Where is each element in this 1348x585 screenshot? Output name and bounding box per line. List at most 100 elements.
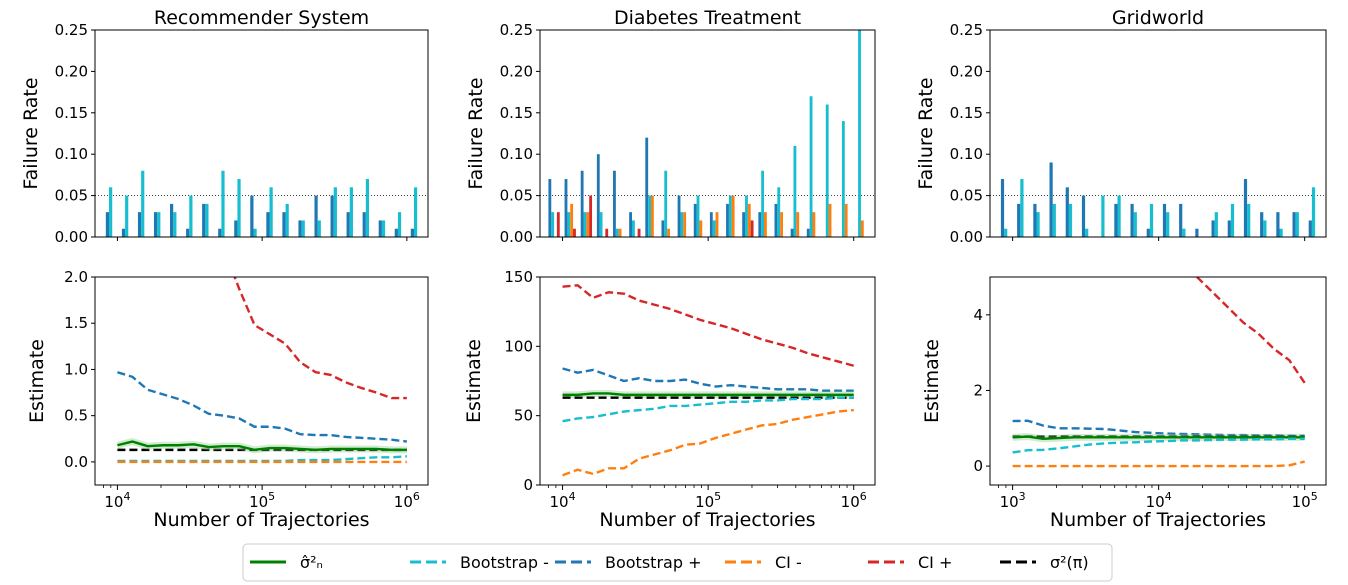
series-line-sigma-hat [1012, 435, 1305, 441]
bar-bootstrap-minus [141, 170, 145, 237]
series-line-ci-plus [562, 284, 855, 367]
bar-bootstrap-plus [1000, 179, 1005, 237]
bar-bootstrap-plus [742, 212, 746, 237]
bar-bootstrap-minus [809, 96, 813, 238]
y-axis-label: Failure Rate [465, 77, 487, 189]
bar-bootstrap-minus [253, 228, 257, 237]
y-axis-label: Estimate [463, 339, 485, 423]
bar-bootstrap-plus [1276, 212, 1280, 237]
x-tick-label: 106 [394, 490, 420, 511]
x-tick-label: 106 [841, 490, 867, 511]
bar-bootstrap-minus [583, 212, 587, 237]
bar-bootstrap-plus [709, 212, 713, 237]
bar-bootstrap-minus [365, 179, 370, 237]
series-line-bootstrap-minus [562, 396, 854, 423]
bar-bootstrap-minus [1311, 187, 1316, 237]
y-tick-label: 0.25 [500, 21, 533, 39]
bar-bootstrap-plus [362, 212, 366, 237]
bar-ci-minus [586, 212, 590, 237]
bar-ci-plus [750, 220, 754, 237]
series-group [1012, 277, 1306, 468]
bar-bootstrap-plus [645, 137, 649, 237]
bar-bootstrap-plus [1260, 212, 1264, 237]
bar-bootstrap-plus [613, 170, 616, 237]
failure-rate-panel-2 [536, 29, 876, 241]
legend-label: Bootstrap + [605, 553, 701, 572]
estimate-panel-2: 104 105 106 [536, 276, 876, 511]
bar-bootstrap-minus [221, 170, 225, 237]
bar-bootstrap-minus [1101, 195, 1105, 237]
bar-bootstrap-plus [726, 203, 729, 237]
series-group [116, 277, 407, 464]
bar-bootstrap-minus [858, 30, 861, 237]
x-tick-label: 104 [104, 490, 130, 511]
bar-ci-minus [764, 212, 767, 237]
bar-bootstrap-plus [1065, 187, 1069, 237]
bar-bootstrap-plus [1033, 203, 1037, 237]
y-tick-label: 100 [504, 337, 533, 355]
series-line-ci-plus [1196, 277, 1306, 384]
panel-title: Gridworld [1112, 7, 1204, 29]
bar-bootstrap-plus [1243, 179, 1248, 237]
series-line-ci-minus [562, 408, 854, 477]
series-line-ci-plus [233, 277, 407, 400]
bar-bootstrap-plus [266, 212, 270, 237]
bar-bootstrap-minus [1052, 203, 1056, 237]
y-tick-label: 0.25 [55, 21, 88, 39]
bar-bootstrap-minus [1068, 203, 1073, 237]
plot-frame [539, 29, 876, 238]
bar-bootstrap-minus [301, 220, 305, 237]
bar-bootstrap-plus [774, 203, 778, 237]
bar-bootstrap-plus [105, 212, 110, 237]
y-tick-label: 1.5 [64, 314, 88, 332]
bar-bootstrap-plus [758, 212, 762, 237]
bar-bootstrap-plus [806, 228, 810, 237]
series-line-bootstrap-plus [562, 367, 854, 392]
bar-bootstrap-plus [282, 212, 286, 237]
bar-bootstrap-minus [173, 212, 177, 237]
y-tick-label: 0.20 [500, 62, 533, 80]
bar-ci-minus [780, 212, 783, 237]
x-tick-label: 105 [1292, 490, 1318, 511]
series-line-bootstrap-plus [1012, 419, 1305, 438]
bar-bootstrap-minus [761, 170, 765, 237]
bar-bootstrap-plus [548, 179, 552, 237]
bar-ci-plus [589, 195, 593, 237]
bar-bootstrap-minus [841, 121, 845, 237]
bar-ci-plus [605, 228, 609, 237]
y-axis-label: Estimate [26, 339, 48, 423]
bar-ci-minus [683, 212, 687, 237]
bar-bootstrap-plus [1308, 220, 1312, 237]
bar-ci-minus [844, 203, 848, 237]
x-axis-label: Number of Trajectories [153, 509, 369, 531]
bar-ci-plus [556, 212, 560, 237]
bar-bootstrap-minus [777, 187, 781, 237]
bar-bootstrap-plus [661, 220, 665, 237]
bar-bootstrap-minus [567, 212, 571, 237]
y-axis-label: Failure Rate [915, 77, 937, 189]
bar-bootstrap-plus [1179, 203, 1183, 237]
failure-rate-panel-3 [986, 29, 1327, 241]
bar-ci-minus [860, 220, 864, 237]
legend-label: CI - [775, 553, 802, 572]
bar-ci-minus [650, 195, 654, 237]
bar-ci-minus [796, 212, 800, 237]
bar-bootstrap-minus [1247, 203, 1251, 237]
bar-bootstrap-plus [170, 203, 174, 237]
bar-bootstrap-minus [1085, 228, 1089, 237]
bar-bootstrap-minus [632, 220, 635, 237]
bar-bootstrap-plus [677, 195, 681, 237]
bar-bootstrap-minus [728, 195, 732, 237]
bar-ci-plus [637, 228, 641, 237]
y-tick-label: 0.00 [55, 228, 88, 246]
plot-frame [94, 29, 429, 238]
y-tick-label: 0.05 [950, 187, 983, 205]
series-line-bootstrap-plus [117, 371, 407, 443]
bar-ci-minus [667, 228, 670, 237]
bar-bootstrap-plus [790, 228, 794, 237]
y-tick-label: 0.25 [950, 21, 983, 39]
y-axis-label: Failure Rate [20, 77, 42, 189]
bar-bootstrap-minus [1279, 228, 1283, 237]
bar-bootstrap-minus [1036, 212, 1040, 237]
